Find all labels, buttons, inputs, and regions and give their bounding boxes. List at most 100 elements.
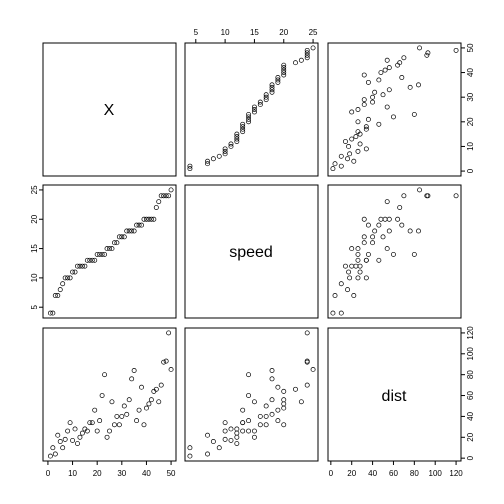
point-speed-vs-x	[55, 293, 61, 298]
tick-label-right-dist: 40	[466, 411, 475, 420]
point-speed-vs-x	[89, 257, 95, 263]
point-x-vs-dist	[361, 97, 367, 103]
point-speed-vs-x	[151, 216, 157, 222]
point-x-vs-speed	[257, 102, 263, 108]
point-x-vs-dist	[376, 121, 382, 127]
point-dist-vs-x	[97, 418, 103, 424]
point-x-vs-dist	[345, 156, 350, 162]
point-speed-vs-x	[143, 216, 149, 222]
point-dist-vs-speed	[234, 434, 240, 440]
point-x-vs-speed	[269, 82, 275, 88]
tick-label-top-speed: 25	[309, 28, 318, 37]
point-speed-vs-dist	[363, 275, 369, 281]
point-speed-vs-dist	[332, 293, 338, 298]
point-x-vs-speed	[222, 148, 228, 154]
point-dist-vs-speed	[246, 418, 252, 424]
point-x-vs-speed	[251, 104, 257, 110]
point-dist-vs-x	[114, 413, 120, 419]
diagonal-label-dist: dist	[382, 388, 407, 405]
point-dist-vs-x	[121, 403, 127, 409]
point-speed-vs-dist	[365, 251, 371, 257]
point-dist-vs-x	[87, 420, 93, 426]
point-speed-vs-dist	[338, 281, 344, 287]
point-x-vs-speed	[228, 143, 234, 149]
point-dist-vs-speed	[257, 413, 263, 419]
point-dist-vs-x	[158, 382, 164, 388]
point-speed-vs-dist	[353, 263, 359, 269]
point-speed-vs-x	[148, 216, 154, 222]
point-speed-vs-dist	[416, 228, 421, 234]
point-x-vs-speed	[251, 109, 257, 115]
point-x-vs-dist	[397, 60, 403, 66]
point-x-vs-dist	[416, 82, 421, 88]
tick-label-bottom-dist: 120	[449, 469, 463, 478]
point-dist-vs-x	[109, 399, 115, 405]
point-x-vs-dist	[370, 99, 376, 105]
tick-label-right-x: 0	[466, 168, 475, 173]
point-x-vs-dist	[382, 67, 388, 73]
point-speed-vs-dist	[351, 293, 357, 298]
point-x-vs-speed	[304, 52, 310, 58]
point-dist-vs-x	[163, 358, 169, 364]
point-x-vs-speed	[187, 163, 193, 169]
point-x-vs-dist	[349, 136, 355, 142]
tick-label-top-speed: 5	[194, 28, 199, 37]
point-dist-vs-speed	[275, 384, 281, 390]
point-x-vs-speed	[234, 134, 240, 140]
point-x-vs-dist	[338, 153, 344, 159]
tick-label-right-x: 50	[466, 43, 475, 52]
point-dist-vs-speed	[281, 405, 287, 411]
point-speed-vs-x	[60, 281, 66, 287]
point-speed-vs-x	[141, 216, 147, 222]
point-dist-vs-x	[102, 372, 108, 378]
diagonal-label-x: X	[104, 102, 115, 119]
point-x-vs-dist	[361, 72, 367, 78]
point-x-vs-dist	[338, 163, 344, 169]
point-x-vs-dist	[357, 141, 363, 147]
point-dist-vs-x	[70, 437, 76, 443]
panel-x-vs-speed	[184, 42, 319, 177]
point-speed-vs-x	[146, 216, 152, 222]
point-speed-vs-dist	[397, 205, 403, 210]
point-speed-vs-x	[139, 222, 144, 228]
point-speed-vs-x	[166, 193, 172, 199]
point-speed-vs-dist	[370, 240, 376, 246]
point-speed-vs-x	[104, 246, 110, 252]
panel-dist-vs-x	[42, 327, 177, 462]
point-speed-vs-x	[156, 199, 162, 205]
point-speed-vs-dist	[361, 216, 367, 222]
point-speed-vs-x	[134, 222, 140, 228]
point-speed-vs-dist	[382, 216, 388, 222]
point-dist-vs-x	[136, 407, 142, 413]
point-x-vs-speed	[240, 124, 246, 130]
tick-label-right-dist: 20	[466, 432, 475, 441]
point-speed-vs-x	[82, 263, 88, 269]
point-x-vs-dist	[365, 79, 371, 85]
point-x-vs-dist	[391, 114, 396, 120]
point-dist-vs-x	[94, 428, 100, 434]
point-speed-vs-dist	[384, 199, 390, 205]
point-dist-vs-x	[166, 330, 172, 336]
point-x-vs-dist	[417, 45, 422, 51]
point-x-vs-dist	[370, 94, 376, 100]
point-speed-vs-x	[75, 263, 80, 269]
point-dist-vs-x	[168, 367, 174, 372]
point-x-vs-dist	[351, 158, 357, 164]
point-speed-vs-x	[121, 234, 127, 240]
tick-label-left-speed: 25	[30, 185, 39, 194]
point-speed-vs-dist	[425, 193, 431, 199]
point-x-vs-speed	[216, 153, 222, 159]
point-x-vs-speed	[246, 116, 252, 122]
point-speed-vs-x	[102, 251, 108, 257]
point-x-vs-speed	[281, 72, 287, 78]
point-speed-vs-x	[161, 193, 167, 199]
point-speed-vs-x	[163, 193, 169, 199]
point-x-vs-speed	[263, 97, 269, 103]
point-speed-vs-dist	[355, 257, 361, 263]
tick-label-bottom-x: 30	[117, 469, 126, 478]
point-dist-vs-speed	[257, 422, 263, 428]
point-x-vs-speed	[234, 139, 240, 144]
point-dist-vs-x	[50, 445, 56, 451]
point-speed-vs-dist	[399, 222, 405, 228]
point-speed-vs-x	[92, 257, 98, 263]
